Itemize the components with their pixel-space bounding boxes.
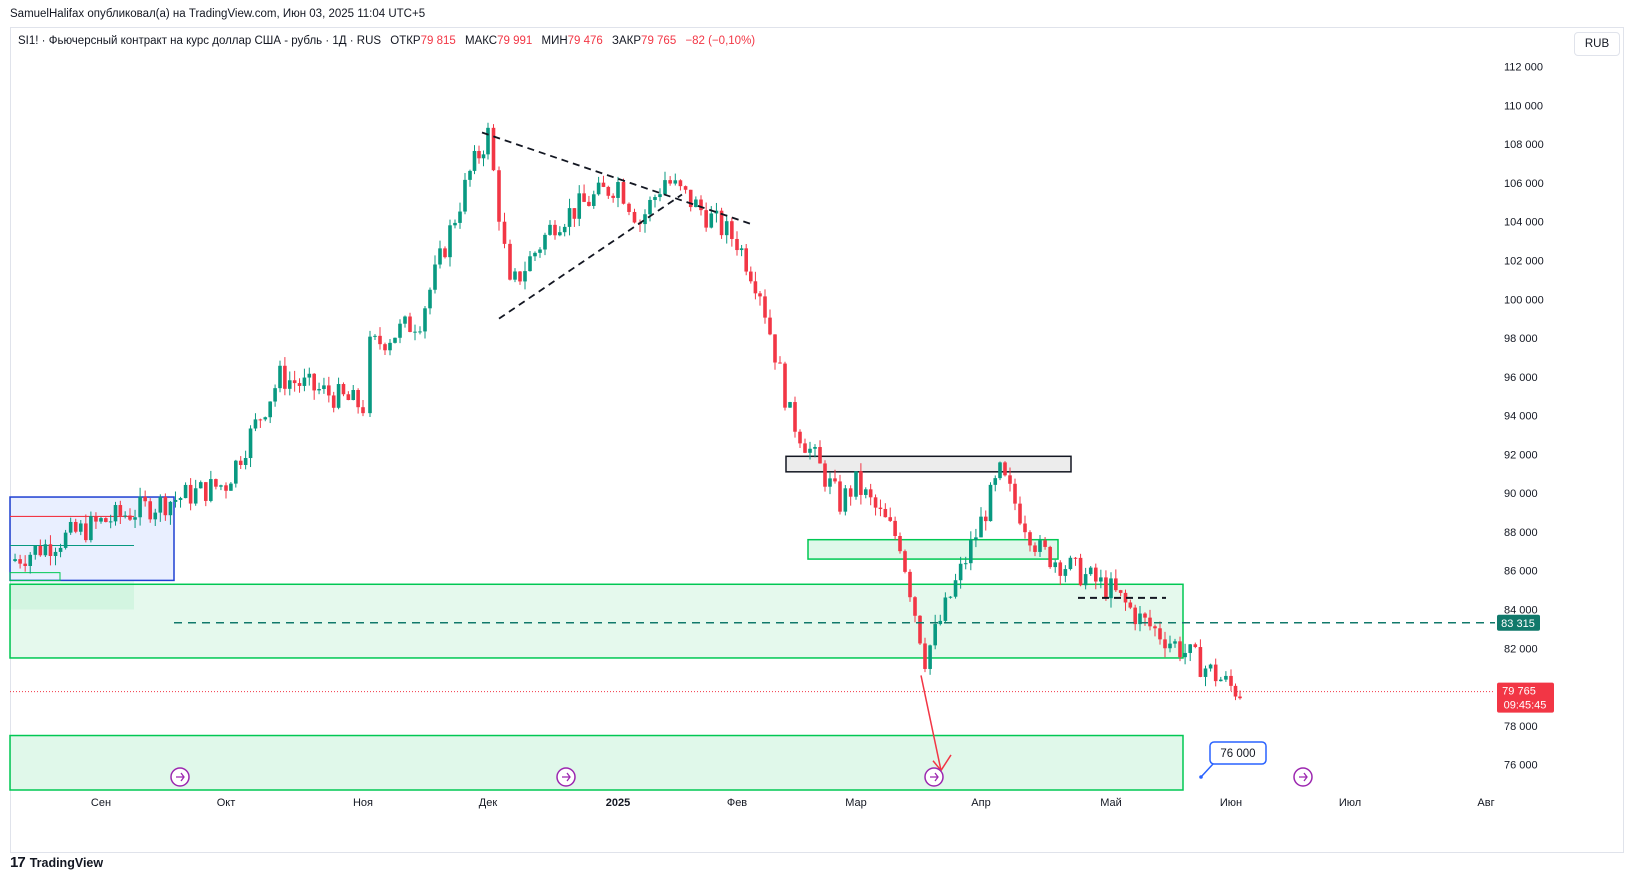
high-value: 79 991 (497, 35, 533, 47)
change-value: −82 (−0,10%) (685, 35, 756, 47)
publisher-line: SamuelHalifax опубликовал(а) на TradingV… (10, 8, 426, 20)
high-label: МАКС (464, 35, 498, 47)
symbol-legend: SI1! · Фьючерсный контракт на курс долла… (18, 35, 756, 47)
currency-button[interactable]: RUB (1574, 32, 1620, 56)
brand-name: TradingView (29, 855, 104, 870)
tradingview-logo[interactable]: 17 TradingView (10, 854, 103, 871)
open-label: ОТКР (390, 35, 421, 47)
open-value: 79 815 (420, 35, 456, 47)
tradingview-logo-icon: 17 (10, 854, 26, 871)
close-value: 79 765 (641, 35, 677, 47)
chart-frame (10, 27, 1624, 853)
symbol-description: Фьючерсный контракт на курс доллар США -… (48, 35, 382, 47)
low-value: 79 476 (567, 35, 603, 47)
close-label: ЗАКР (612, 35, 642, 47)
symbol-ticker[interactable]: SI1! (18, 35, 39, 47)
low-label: МИН (541, 35, 568, 47)
